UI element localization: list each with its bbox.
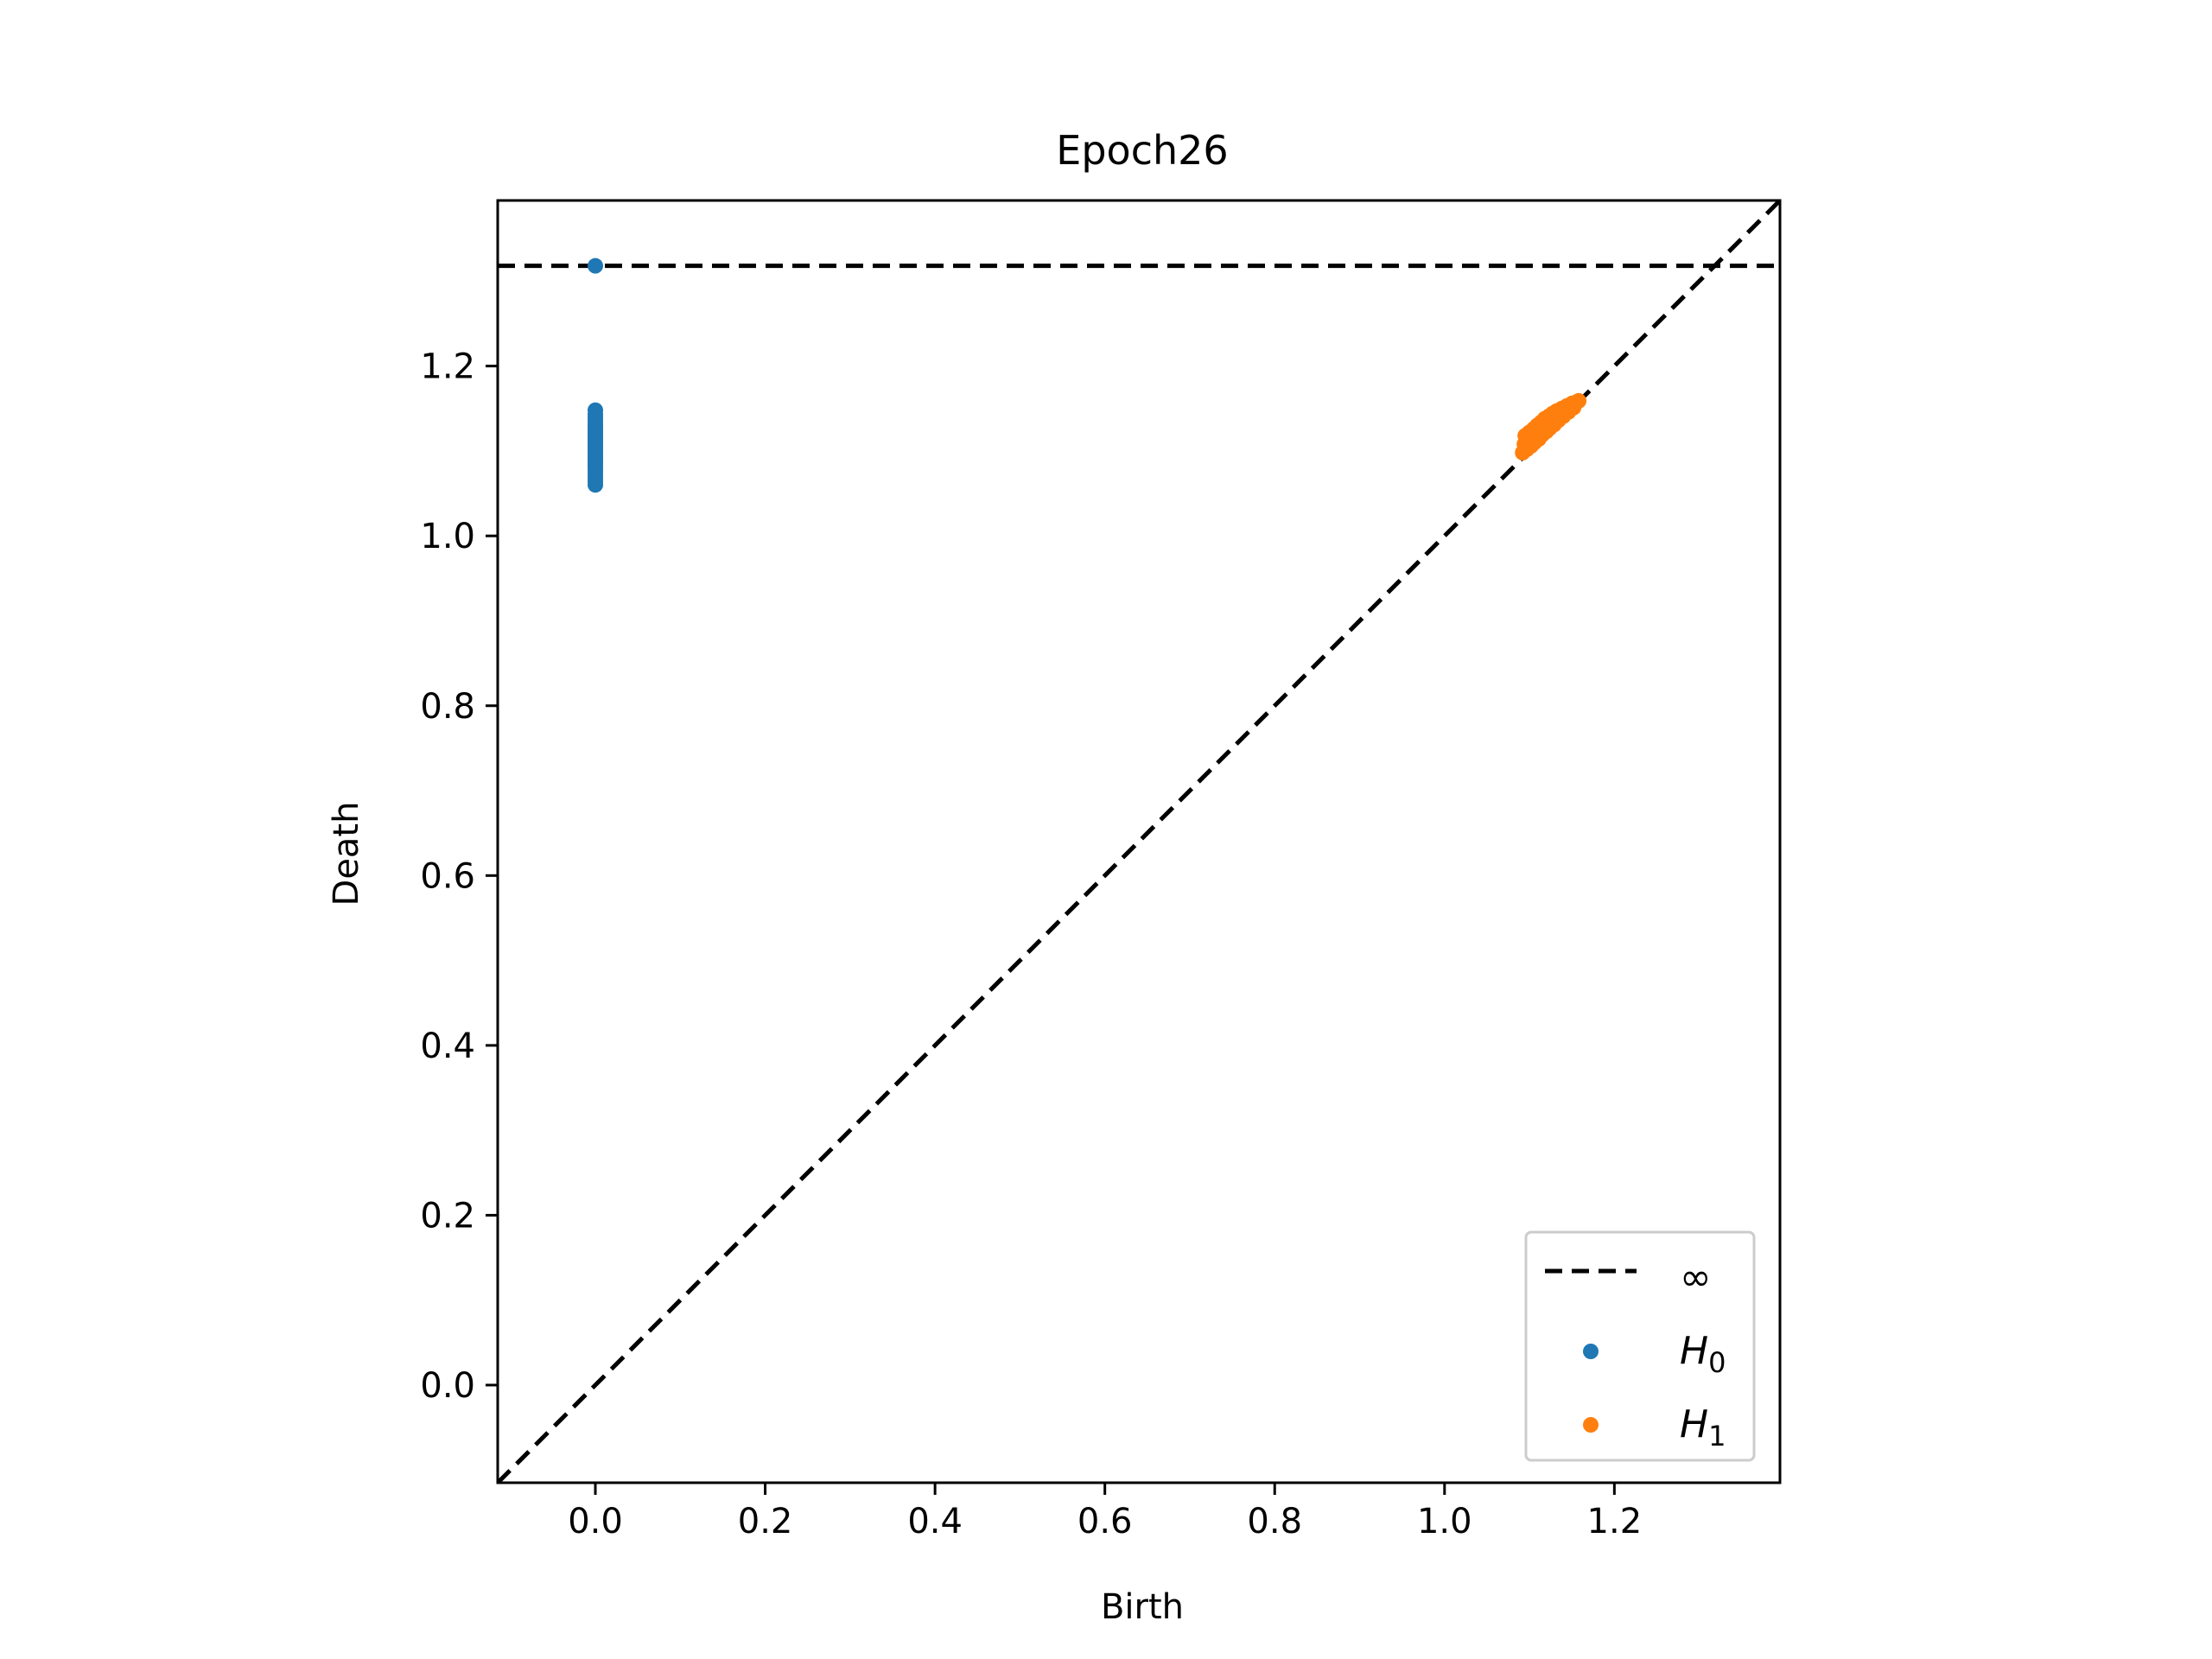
point-h1 xyxy=(1571,392,1587,409)
legend-dot-swatch xyxy=(1583,1417,1599,1433)
legend-box xyxy=(1524,1230,1756,1462)
legend-dot-swatch xyxy=(1583,1344,1599,1359)
plot-area xyxy=(496,199,1782,1484)
x-tick-label: 0.8 xyxy=(1247,1502,1302,1541)
legend-label-subscript: 1 xyxy=(1708,1420,1726,1452)
point-h0 xyxy=(588,477,604,493)
legend-entry: ∞ xyxy=(1545,1255,1712,1300)
x-tick-label: 1.0 xyxy=(1417,1502,1472,1541)
x-axis-ticks: 0.0 0.2 0.4 0.6 0.8 1.0 1.2 xyxy=(568,1483,1642,1541)
x-axis-label: Birth xyxy=(1101,1587,1184,1627)
x-tick-label: 0.6 xyxy=(1077,1502,1133,1541)
y-tick-label: 0.0 xyxy=(420,1366,475,1406)
y-tick-label: 0.8 xyxy=(420,687,475,727)
y-tick-label: 1.2 xyxy=(420,347,475,387)
series-h0 xyxy=(588,257,604,493)
x-tick-label: 1.2 xyxy=(1587,1502,1643,1541)
x-tick-label: 0.4 xyxy=(907,1502,963,1541)
y-tick-label: 1.0 xyxy=(420,517,475,556)
y-tick-label: 0.6 xyxy=(420,856,475,896)
y-axis-label: Death xyxy=(327,802,366,906)
y-tick-label: 0.4 xyxy=(420,1027,475,1066)
legend-label: ∞ xyxy=(1680,1255,1712,1300)
point-h0 xyxy=(588,257,604,274)
y-tick-label: 0.2 xyxy=(420,1196,475,1236)
series-h1 xyxy=(1515,392,1587,461)
y-axis-ticks: 0.0 0.2 0.4 0.6 0.8 1.0 1.2 xyxy=(420,347,498,1406)
x-tick-label: 0.0 xyxy=(568,1502,623,1541)
x-tick-label: 0.2 xyxy=(738,1502,793,1541)
legend-label-subscript: 0 xyxy=(1708,1346,1726,1379)
plot-frame xyxy=(496,199,1782,1484)
plot-content xyxy=(498,200,1780,1483)
chart-title: Epoch26 xyxy=(1056,127,1228,174)
